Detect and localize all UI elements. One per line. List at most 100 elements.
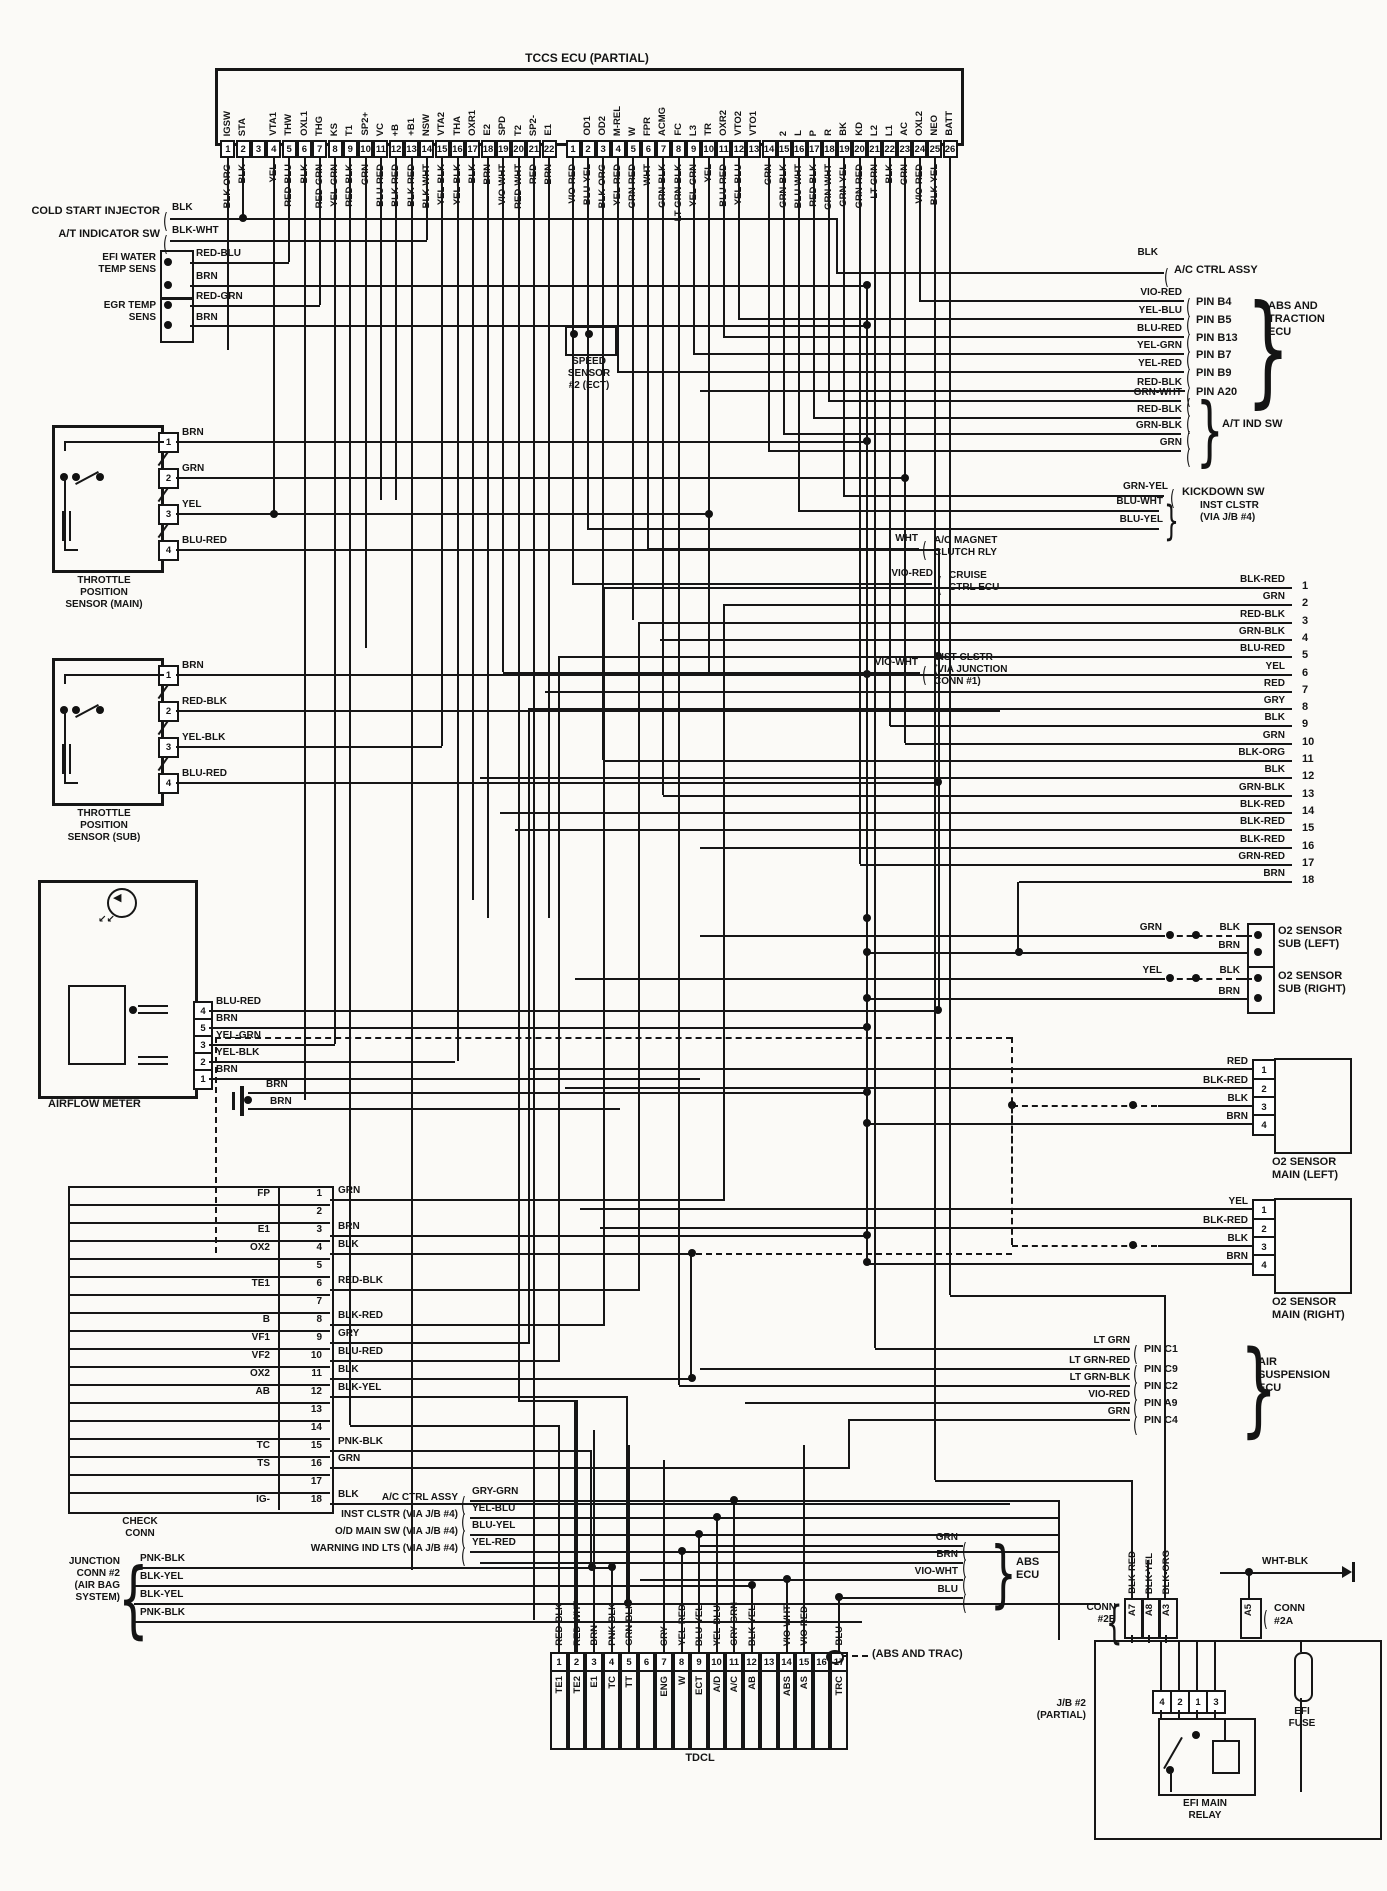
ecu2-pin-20: 20: [852, 140, 868, 158]
wire-h: [725, 604, 1292, 607]
conn2a-pin-A5: [1240, 1598, 1262, 1639]
wire-h: [836, 272, 1164, 274]
ecu1-wire-17: [471, 158, 474, 900]
ecu2-pin-name-6: FPR: [642, 117, 654, 136]
wire-h: [190, 285, 867, 287]
ecu2-wire-4: [617, 158, 620, 371]
ecu1-wire-8: [334, 158, 337, 1044]
ecu2-pin-19: 19: [836, 140, 852, 158]
at-ind-wire-label: GRN-WHT: [1133, 387, 1182, 398]
wire-bracket: (: [1164, 263, 1169, 290]
tdcl-label: TDCL: [685, 1752, 715, 1764]
check-wire-label: GRN: [338, 1453, 361, 1464]
ecu1-wire-5: [288, 158, 291, 262]
wire-h: [663, 794, 1292, 797]
junction-dot: [570, 330, 578, 338]
wire-h: [874, 1348, 1130, 1350]
ecu2-pin-name-25: NEO: [928, 115, 940, 136]
ecu2-pin-22: 22: [882, 140, 898, 158]
wire-v: [1170, 1772, 1172, 1792]
wire-dashed-h: [1012, 1245, 1157, 1247]
wire-h: [867, 998, 1247, 1000]
ecu1-pin-name-22: E1: [543, 124, 555, 136]
wire-h: [600, 1227, 1252, 1229]
wire-bracket: (: [1186, 311, 1191, 338]
wire-h: [480, 777, 1292, 780]
junction-dot: [1192, 974, 1200, 982]
numbered-wire-num: 13: [1302, 787, 1315, 800]
numbered-wire-color: BLK-RED: [1240, 574, 1285, 585]
check-conn-row-name: B: [262, 1314, 270, 1325]
wire-h: [330, 1199, 725, 1201]
tdcl-pin-name-1: TE1: [554, 1676, 565, 1694]
led-triangle: ◀: [113, 892, 122, 904]
o2-sub-left-label: O2 SENSOR SUB (LEFT): [1278, 925, 1343, 950]
abs-pin-label: PIN B13: [1196, 332, 1238, 344]
ecu2-pin-17: 17: [806, 140, 822, 158]
numbered-wire-num: 18: [1302, 874, 1315, 887]
ecu2-pin-name-5: W: [627, 127, 639, 136]
wire-v: [836, 218, 838, 272]
wire-v: [1148, 1635, 1150, 1643]
ecu1-pin-9: 9: [342, 140, 358, 158]
o2-sub-left-wire-label: BLK: [1219, 922, 1240, 933]
o2-sub-right-wire-label: BRN: [1218, 986, 1240, 997]
check-wire-label: BLK-RED: [338, 1310, 383, 1321]
junction-dot: [863, 281, 871, 289]
ecu2-pin-name-22: L1: [883, 124, 895, 136]
wire-h: [905, 742, 1292, 745]
tdcl-pin-1: 1: [550, 1652, 568, 1672]
junction-dot: [164, 281, 172, 289]
check-conn-row-num: 16: [310, 1458, 322, 1469]
wire-h: [518, 1400, 576, 1402]
resistor: [138, 1056, 168, 1065]
relay-coil: [1212, 1740, 1240, 1774]
wire-h: [500, 811, 1292, 814]
wire-h: [209, 1010, 938, 1012]
numbered-wire-num: 7: [1302, 683, 1309, 696]
conn2b-pin-color-A7: BLK-RED: [1127, 1551, 1138, 1594]
numbered-wire-num: 12: [1302, 770, 1315, 783]
abs-traction-brace: }: [1246, 280, 1291, 421]
ecu1-pin-name-15: VTA2: [436, 112, 448, 136]
check-conn-row-line: [68, 1204, 330, 1206]
wire-label: BRN: [266, 1079, 288, 1090]
ecu1-pin-name-4: VTA1: [267, 112, 279, 136]
junction-dot: [164, 321, 172, 329]
o2-main-right-pin-4: 4: [1252, 1254, 1276, 1276]
tps-sub-wire-label: BRN: [182, 660, 204, 671]
ecu1-pin-5: 5: [281, 140, 297, 158]
abs-traction-label: ABS AND TRACTION ECU: [1268, 300, 1325, 338]
tdcl-pin-name-5: TT: [624, 1676, 635, 1688]
wire-h: [209, 1061, 455, 1063]
check-wire-label: BLK: [338, 1239, 359, 1250]
wire-bracket: (: [1133, 1377, 1138, 1404]
wire-h: [838, 1597, 963, 1599]
ecu1-pin-14: 14: [419, 140, 435, 158]
brn-bus: [866, 285, 868, 1262]
tps-sub-label: THROTTLE POSITION SENSOR (SUB): [67, 808, 141, 843]
relay-terminal-2: 2: [1170, 1690, 1190, 1714]
dest-wire-label: BLU-YEL: [472, 1520, 516, 1531]
wire-h: [647, 548, 919, 550]
wire-h: [248, 1092, 867, 1094]
cruise-label: CRUISE CTRL ECU: [949, 570, 999, 593]
wire-h: [134, 1585, 750, 1587]
check-conn-row-line: [68, 1312, 330, 1314]
numbered-wire-color: BRN: [1263, 868, 1285, 880]
wire-h: [678, 1385, 1130, 1387]
ecu2-pin-name-18: R: [823, 129, 835, 136]
air-susp-label: AIR SUSPENSION ECU: [1258, 1356, 1331, 1394]
junction-dot: [1166, 931, 1174, 939]
check-wire-label: GRY: [338, 1328, 360, 1339]
ecu2-pin-16: 16: [791, 140, 807, 158]
check-wire-label: BLK: [338, 1364, 359, 1375]
tdcl-cell: [655, 1670, 673, 1750]
wire-h: [722, 336, 1184, 338]
o2-sub-right-wire-label: YEL: [1142, 965, 1162, 976]
numbered-wire-num: 5: [1302, 649, 1309, 662]
check-conn-row-line: [68, 1420, 330, 1422]
wire-bracket: (: [1186, 393, 1191, 420]
ecu2-wire-16: [798, 158, 801, 510]
check-conn-row-num: 15: [310, 1440, 322, 1451]
